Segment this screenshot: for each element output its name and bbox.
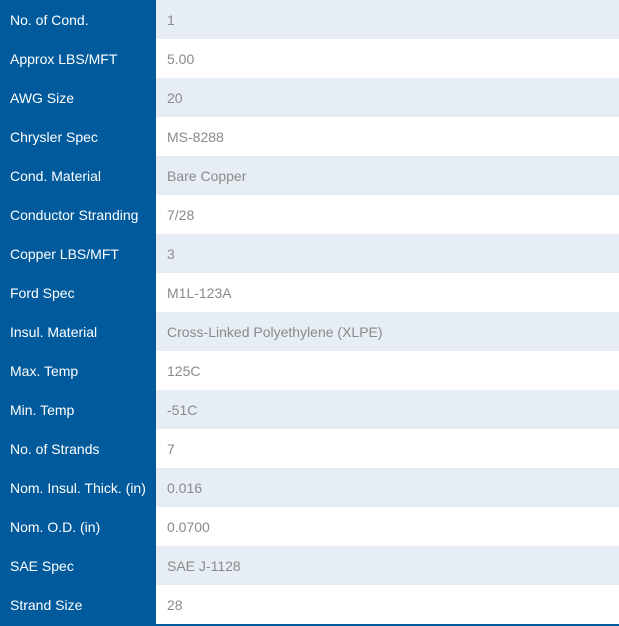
spec-label: Approx LBS/MFT	[0, 39, 156, 78]
spec-label: Insul. Material	[0, 312, 156, 351]
spec-value: 7	[156, 429, 619, 468]
table-bottom-border	[0, 624, 619, 626]
table-row: Insul. Material Cross-Linked Polyethylen…	[0, 312, 619, 351]
spec-label: Ford Spec	[0, 273, 156, 312]
spec-label: Nom. Insul. Thick. (in)	[0, 468, 156, 507]
spec-label: Conductor Stranding	[0, 195, 156, 234]
spec-value: 125C	[156, 351, 619, 390]
spec-value: Cross-Linked Polyethylene (XLPE)	[156, 312, 619, 351]
spec-value: MS-8288	[156, 117, 619, 156]
spec-label: No. of Cond.	[0, 0, 156, 39]
spec-label: Strand Size	[0, 585, 156, 624]
table-row: Max. Temp 125C	[0, 351, 619, 390]
spec-label: Nom. O.D. (in)	[0, 507, 156, 546]
table-row: Cond. Material Bare Copper	[0, 156, 619, 195]
spec-value: 0.0700	[156, 507, 619, 546]
table-row: Min. Temp -51C	[0, 390, 619, 429]
spec-value: 7/28	[156, 195, 619, 234]
table-row: SAE Spec SAE J-1128	[0, 546, 619, 585]
spec-value: 28	[156, 585, 619, 624]
table-row: Strand Size 28	[0, 585, 619, 624]
table-row: Approx LBS/MFT 5.00	[0, 39, 619, 78]
spec-label: Max. Temp	[0, 351, 156, 390]
table-row: Copper LBS/MFT 3	[0, 234, 619, 273]
spec-value: 1	[156, 0, 619, 39]
spec-value: Bare Copper	[156, 156, 619, 195]
table-row: No. of Strands 7	[0, 429, 619, 468]
spec-label: Min. Temp	[0, 390, 156, 429]
spec-value: -51C	[156, 390, 619, 429]
table-row: Nom. Insul. Thick. (in) 0.016	[0, 468, 619, 507]
spec-label: Cond. Material	[0, 156, 156, 195]
spec-value: 5.00	[156, 39, 619, 78]
spec-label: AWG Size	[0, 78, 156, 117]
spec-value: 3	[156, 234, 619, 273]
spec-label: Copper LBS/MFT	[0, 234, 156, 273]
table-row: Ford Spec M1L-123A	[0, 273, 619, 312]
spec-value: 20	[156, 78, 619, 117]
table-row: Nom. O.D. (in) 0.0700	[0, 507, 619, 546]
spec-value: M1L-123A	[156, 273, 619, 312]
spec-label: Chrysler Spec	[0, 117, 156, 156]
table-row: Conductor Stranding 7/28	[0, 195, 619, 234]
spec-label: SAE Spec	[0, 546, 156, 585]
table-row: No. of Cond. 1	[0, 0, 619, 39]
spec-label: No. of Strands	[0, 429, 156, 468]
spec-value: 0.016	[156, 468, 619, 507]
table-row: AWG Size 20	[0, 78, 619, 117]
table-row: Chrysler Spec MS-8288	[0, 117, 619, 156]
spec-value: SAE J-1128	[156, 546, 619, 585]
